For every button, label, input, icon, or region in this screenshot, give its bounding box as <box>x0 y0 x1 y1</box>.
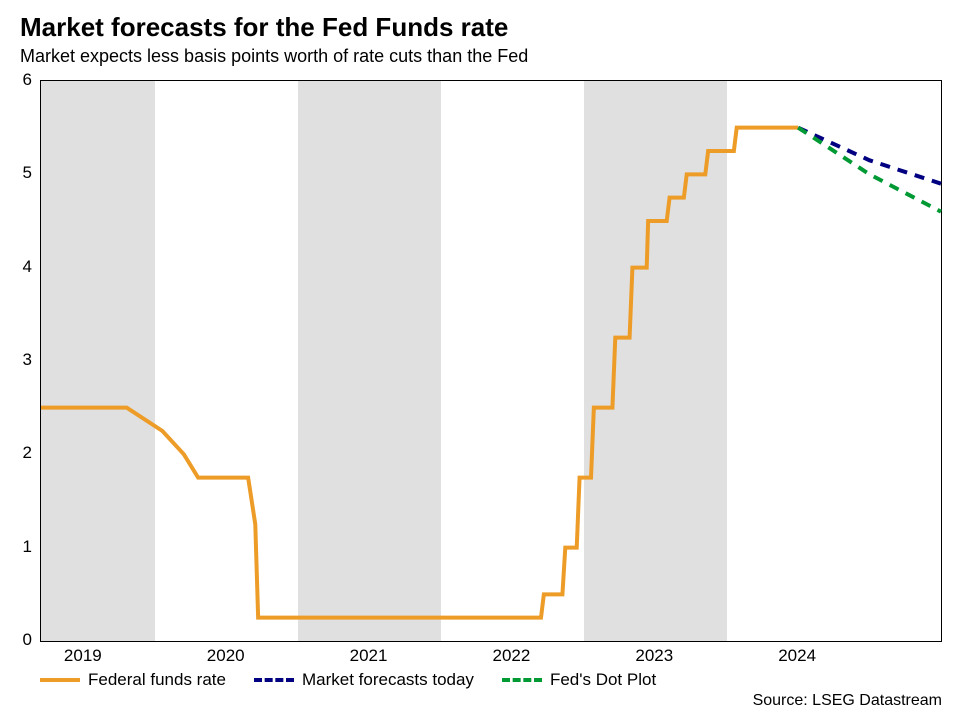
y-tick-label: 1 <box>0 537 32 557</box>
legend-item: Federal funds rate <box>40 670 226 690</box>
x-tick-label: 2023 <box>635 646 673 666</box>
legend-label: Fed's Dot Plot <box>550 670 656 690</box>
y-tick-label: 5 <box>0 163 32 183</box>
legend-label: Federal funds rate <box>88 670 226 690</box>
x-tick-label: 2024 <box>778 646 816 666</box>
legend: Federal funds rate Market forecasts today… <box>40 668 940 692</box>
chart-container: Market forecasts for the Fed Funds rate … <box>0 0 960 720</box>
plot-area <box>40 80 942 642</box>
y-tick-label: 4 <box>0 257 32 277</box>
legend-item: Market forecasts today <box>254 670 474 690</box>
x-tick-label: 2019 <box>64 646 102 666</box>
x-tick-label: 2020 <box>207 646 245 666</box>
y-tick-label: 6 <box>0 70 32 90</box>
x-tick-label: 2022 <box>493 646 531 666</box>
series-federal_funds_rate <box>41 128 798 618</box>
series-fed_dot_plot <box>798 128 941 212</box>
y-tick-label: 2 <box>0 443 32 463</box>
source-label: Source: LSEG Datastream <box>753 692 942 710</box>
legend-label: Market forecasts today <box>302 670 474 690</box>
legend-swatch <box>254 678 294 682</box>
chart-title: Market forecasts for the Fed Funds rate <box>20 12 508 43</box>
y-tick-label: 3 <box>0 350 32 370</box>
legend-swatch <box>502 678 542 682</box>
legend-swatch <box>40 678 80 682</box>
chart-subtitle: Market expects less basis points worth o… <box>20 46 528 67</box>
series-layer <box>41 81 941 641</box>
x-tick-label: 2021 <box>350 646 388 666</box>
y-tick-label: 0 <box>0 630 32 650</box>
series-market_forecasts <box>798 128 941 184</box>
legend-item: Fed's Dot Plot <box>502 670 656 690</box>
